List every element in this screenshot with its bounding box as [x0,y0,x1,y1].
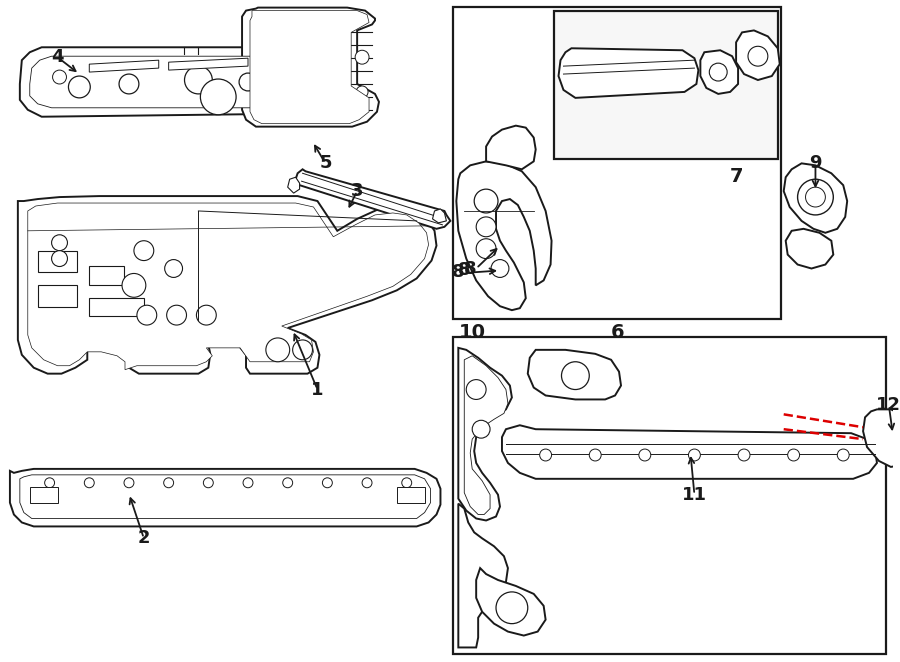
Circle shape [203,478,213,488]
Circle shape [68,76,90,98]
Circle shape [562,361,590,389]
Polygon shape [30,56,326,108]
Polygon shape [784,164,847,233]
Text: 11: 11 [682,486,707,504]
Polygon shape [295,169,450,229]
Polygon shape [527,350,621,399]
Circle shape [709,63,727,81]
Circle shape [51,235,68,251]
Polygon shape [28,203,428,369]
Circle shape [166,305,186,325]
Circle shape [474,189,498,213]
Circle shape [806,187,825,207]
Circle shape [262,86,274,98]
Text: 1: 1 [311,381,324,399]
Text: 10: 10 [458,323,485,342]
Circle shape [261,45,274,59]
Polygon shape [559,48,698,98]
Polygon shape [502,425,877,479]
Circle shape [137,305,157,325]
Text: 2: 2 [138,530,150,547]
Polygon shape [700,50,738,94]
Circle shape [119,74,139,94]
Circle shape [164,478,174,488]
Bar [30,487,58,502]
Circle shape [184,66,212,94]
Circle shape [837,449,850,461]
Circle shape [124,478,134,488]
Circle shape [738,449,750,461]
Circle shape [243,478,253,488]
Text: 9: 9 [809,154,822,172]
Circle shape [639,449,651,461]
Circle shape [788,449,799,461]
Polygon shape [168,58,248,70]
Bar [454,337,886,655]
Circle shape [540,449,552,461]
Polygon shape [288,177,300,193]
Circle shape [122,273,146,297]
Circle shape [688,449,700,461]
Circle shape [496,592,527,624]
Polygon shape [20,47,339,117]
Polygon shape [736,30,779,80]
Bar [38,251,77,273]
Circle shape [401,478,411,488]
Polygon shape [456,162,552,310]
Circle shape [85,478,94,488]
Circle shape [590,449,601,461]
Circle shape [292,340,312,359]
Polygon shape [433,209,446,223]
Bar [38,285,77,307]
Polygon shape [10,469,440,526]
Text: 8: 8 [452,263,464,281]
Circle shape [283,478,293,488]
Circle shape [362,478,372,488]
Circle shape [466,379,486,399]
Bar [89,299,144,316]
Circle shape [322,478,332,488]
Circle shape [165,260,183,277]
Polygon shape [18,196,436,373]
Circle shape [356,50,369,64]
Polygon shape [786,229,833,269]
Text: 8: 8 [464,260,476,277]
Bar [454,7,780,319]
Polygon shape [89,60,158,72]
Polygon shape [476,568,545,636]
Bar [554,11,778,160]
Circle shape [52,70,67,84]
Circle shape [476,217,496,237]
Circle shape [472,420,490,438]
Circle shape [356,86,368,98]
Circle shape [797,179,833,215]
Circle shape [196,305,216,325]
Polygon shape [458,504,508,647]
Polygon shape [863,409,900,467]
Circle shape [266,338,290,361]
Text: 8: 8 [457,261,470,279]
Polygon shape [458,348,512,520]
Circle shape [491,260,508,277]
Polygon shape [20,475,430,518]
Circle shape [201,79,236,115]
Text: 6: 6 [611,323,625,342]
Circle shape [45,478,55,488]
Text: 3: 3 [351,182,364,200]
Bar [397,487,425,502]
Text: 4: 4 [51,48,64,66]
Text: 7: 7 [729,167,742,186]
Polygon shape [464,355,508,514]
Circle shape [476,239,496,259]
Circle shape [748,46,768,66]
Circle shape [51,251,68,267]
Polygon shape [250,11,369,124]
Polygon shape [486,126,536,169]
Polygon shape [242,7,379,126]
Circle shape [134,241,154,261]
Circle shape [239,73,256,91]
Text: 5: 5 [320,154,331,172]
Text: 12: 12 [877,397,900,414]
Bar [89,265,124,285]
